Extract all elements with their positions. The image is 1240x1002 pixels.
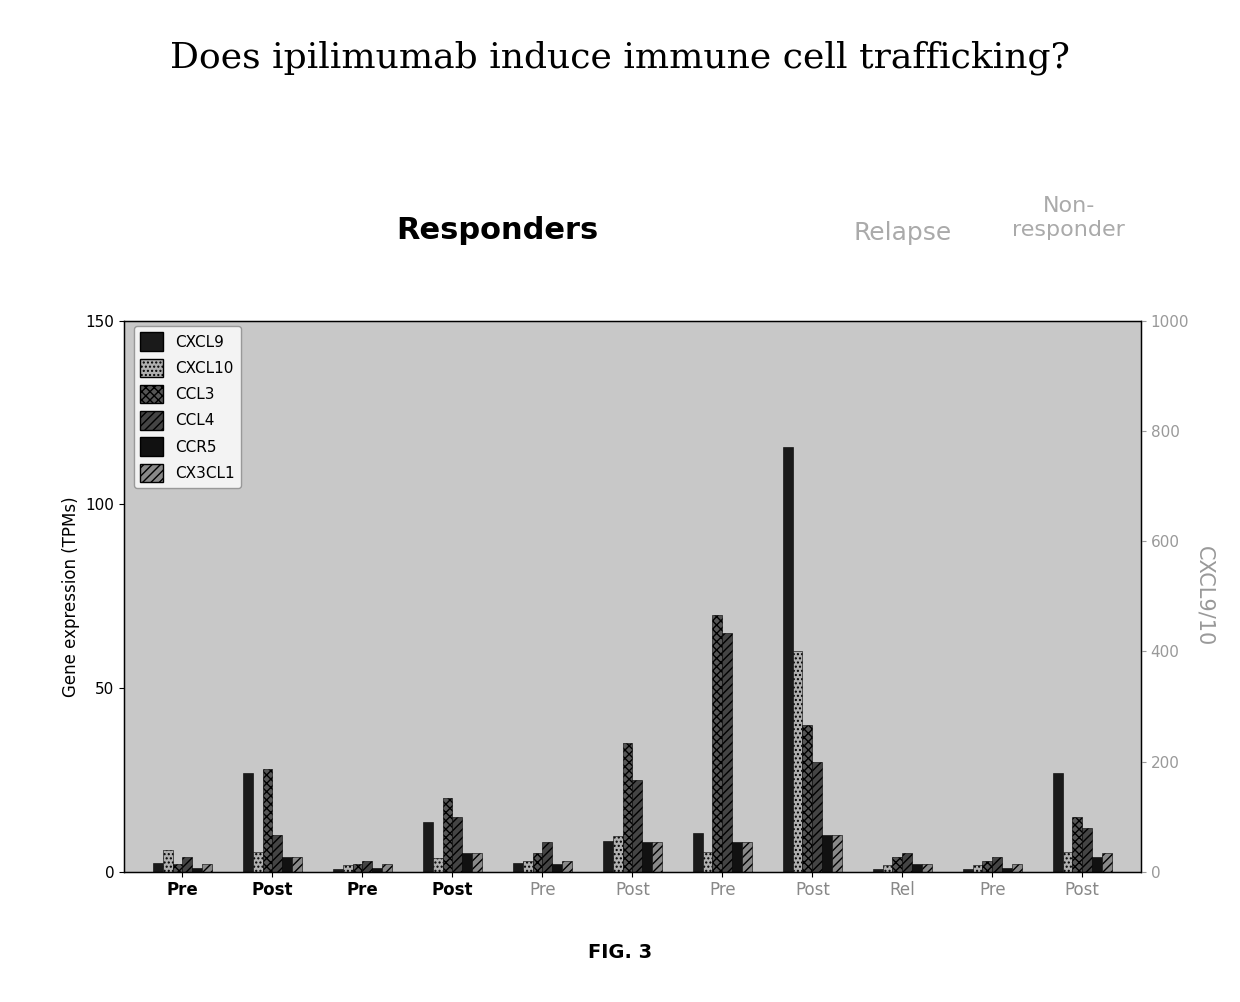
Bar — [562, 861, 572, 872]
Bar — [693, 834, 703, 872]
Bar — [603, 842, 613, 872]
Bar — [463, 854, 472, 872]
Bar — [453, 817, 463, 872]
Bar — [532, 854, 542, 872]
Bar — [962, 869, 972, 872]
Bar — [652, 843, 662, 872]
Text: Responders: Responders — [397, 216, 599, 245]
Bar — [782, 448, 792, 872]
Bar — [162, 850, 172, 872]
Bar — [972, 865, 982, 872]
Bar — [982, 861, 992, 872]
Bar — [812, 762, 822, 872]
Bar — [283, 857, 293, 872]
Text: Does ipilimumab induce immune cell trafficking?: Does ipilimumab induce immune cell traff… — [170, 40, 1070, 74]
Bar — [802, 724, 812, 872]
Bar — [362, 861, 372, 872]
Bar — [873, 869, 883, 872]
Bar — [903, 854, 913, 872]
Bar — [713, 614, 723, 872]
Bar — [1063, 853, 1073, 872]
Bar — [192, 868, 202, 872]
Legend: CXCL9, CXCL10, CCL3, CCL4, CCR5, CX3CL1: CXCL9, CXCL10, CCL3, CCL4, CCR5, CX3CL1 — [134, 327, 241, 488]
Bar — [642, 843, 652, 872]
Y-axis label: CXCL9/10: CXCL9/10 — [1194, 546, 1214, 646]
Bar — [733, 843, 743, 872]
Bar — [332, 869, 342, 872]
Bar — [913, 865, 923, 872]
Text: Relapse: Relapse — [853, 221, 951, 245]
Bar — [433, 858, 443, 872]
Bar — [723, 633, 733, 872]
Bar — [613, 836, 622, 872]
Bar — [472, 854, 482, 872]
Bar — [992, 857, 1002, 872]
Y-axis label: Gene expression (TPMs): Gene expression (TPMs) — [62, 496, 79, 696]
Bar — [372, 868, 382, 872]
Bar — [542, 843, 552, 872]
Bar — [382, 865, 392, 872]
Bar — [552, 865, 562, 872]
Bar — [1002, 868, 1012, 872]
Bar — [832, 835, 842, 872]
Bar — [512, 864, 522, 872]
Bar — [792, 651, 802, 872]
Bar — [263, 769, 273, 872]
Bar — [703, 853, 713, 872]
Bar — [1053, 773, 1063, 872]
Bar — [182, 857, 192, 872]
Bar — [202, 865, 212, 872]
Bar — [243, 773, 253, 872]
Bar — [352, 865, 362, 872]
Bar — [632, 780, 642, 872]
Bar — [423, 822, 433, 872]
Bar — [1083, 828, 1092, 872]
Bar — [172, 865, 182, 872]
Bar — [253, 853, 263, 872]
Bar — [923, 865, 932, 872]
Text: Non-
responder: Non- responder — [1012, 195, 1125, 240]
Bar — [1073, 817, 1083, 872]
Bar — [1102, 854, 1112, 872]
Bar — [342, 865, 352, 872]
Text: FIG. 3: FIG. 3 — [588, 943, 652, 962]
Bar — [153, 864, 162, 872]
Bar — [1092, 857, 1102, 872]
Bar — [622, 743, 632, 872]
Bar — [893, 857, 903, 872]
Bar — [743, 843, 753, 872]
Bar — [293, 857, 303, 872]
Bar — [273, 835, 283, 872]
Bar — [522, 861, 532, 872]
Bar — [443, 799, 453, 872]
Bar — [822, 835, 832, 872]
Bar — [883, 865, 893, 872]
Bar — [1012, 865, 1022, 872]
